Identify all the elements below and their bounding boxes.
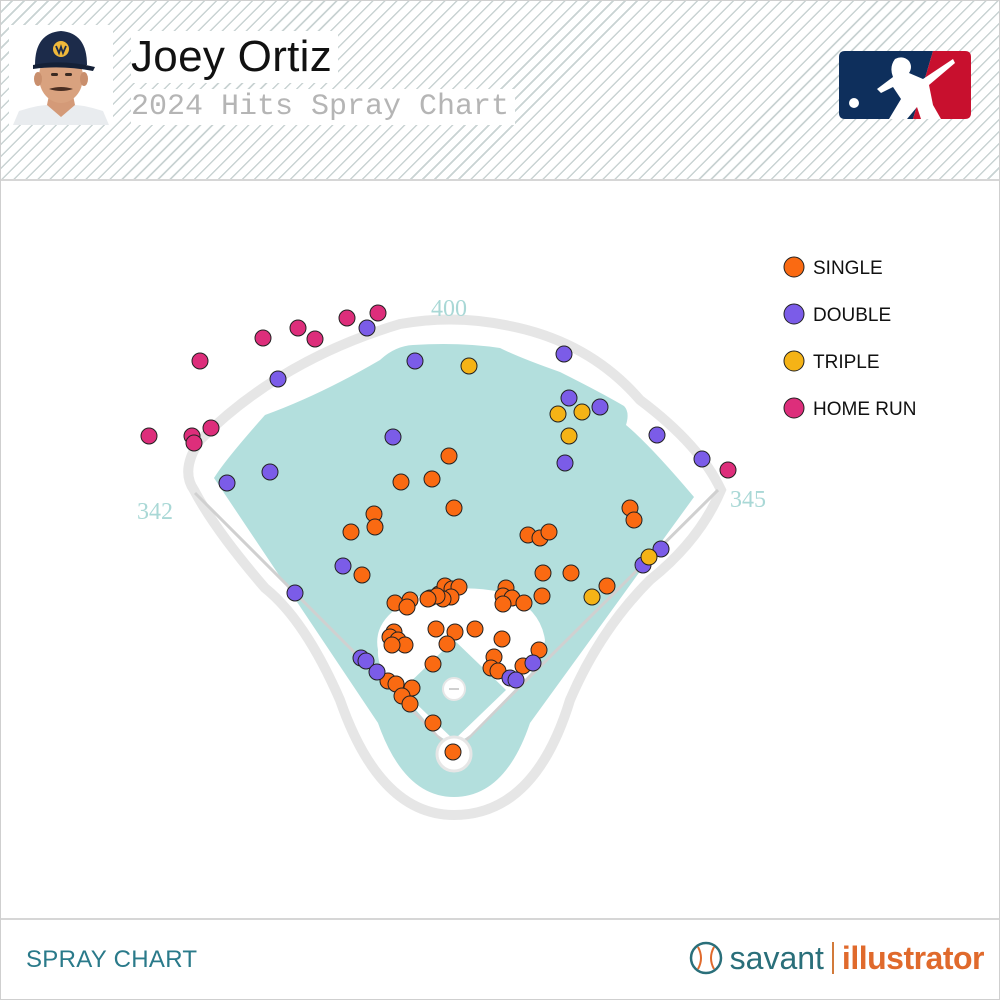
single-hit-marker bbox=[540, 523, 558, 541]
home-run-hit-marker bbox=[202, 419, 220, 437]
single-hit-marker bbox=[515, 594, 533, 612]
double-hit-marker bbox=[368, 663, 386, 681]
single-hit-marker bbox=[419, 590, 437, 608]
double-hit-marker bbox=[555, 345, 573, 363]
home-run-hit-marker bbox=[254, 329, 272, 347]
double-hit-marker bbox=[406, 352, 424, 370]
double-hit-marker bbox=[507, 671, 525, 689]
home-run-hit-marker bbox=[306, 330, 324, 348]
single-hit-marker bbox=[493, 630, 511, 648]
single-hit-marker bbox=[353, 566, 371, 584]
distance-right-label: 345 bbox=[730, 487, 766, 513]
triple-hit-marker bbox=[640, 548, 658, 566]
single-hit-marker bbox=[445, 499, 463, 517]
single-hit-marker bbox=[423, 470, 441, 488]
triple-hit-marker bbox=[583, 588, 601, 606]
single-hit-marker bbox=[562, 564, 580, 582]
legend-double-label: DOUBLE bbox=[813, 305, 891, 326]
brand-separator bbox=[831, 942, 834, 974]
triple-hit-marker bbox=[549, 405, 567, 423]
single-hit-marker bbox=[444, 743, 462, 761]
legend-triple-label: TRIPLE bbox=[813, 352, 880, 373]
header-banner: Joey Ortiz 2024 Hits Spray Chart bbox=[1, 1, 999, 181]
mlb-logo-icon bbox=[839, 51, 971, 119]
single-hit-marker bbox=[401, 695, 419, 713]
single-hit-marker bbox=[424, 714, 442, 732]
legend-home-run-label: HOME RUN bbox=[813, 399, 916, 420]
double-hit-marker bbox=[384, 428, 402, 446]
player-headshot-icon bbox=[9, 25, 113, 125]
single-hit-marker bbox=[438, 635, 456, 653]
single-hit-marker bbox=[598, 577, 616, 595]
home-run-hit-marker bbox=[289, 319, 307, 337]
brand-illustrator-text: illustrator bbox=[841, 939, 985, 976]
single-hit-marker bbox=[446, 623, 464, 641]
double-hit-marker bbox=[286, 584, 304, 602]
pitchers-rubber bbox=[449, 688, 459, 690]
home-run-hit-marker bbox=[719, 461, 737, 479]
double-hit-marker bbox=[556, 454, 574, 472]
legend-double-marker bbox=[783, 303, 805, 325]
footer-divider bbox=[1, 918, 999, 920]
single-hit-marker bbox=[534, 564, 552, 582]
legend-home-run-marker bbox=[783, 397, 805, 419]
baseball-icon bbox=[689, 941, 722, 975]
distance-center-label: 400 bbox=[431, 296, 467, 322]
single-hit-marker bbox=[392, 473, 410, 491]
double-hit-marker bbox=[218, 474, 236, 492]
single-hit-marker bbox=[366, 518, 384, 536]
home-run-hit-marker bbox=[140, 427, 158, 445]
single-hit-marker bbox=[398, 598, 416, 616]
triple-hit-marker bbox=[560, 427, 578, 445]
single-hit-marker bbox=[440, 447, 458, 465]
legend-single-marker bbox=[783, 256, 805, 278]
home-run-hit-marker bbox=[338, 309, 356, 327]
page-title: Joey Ortiz bbox=[131, 31, 339, 83]
single-hit-marker bbox=[625, 511, 643, 529]
double-hit-marker bbox=[693, 450, 711, 468]
distance-left-label: 342 bbox=[137, 499, 173, 525]
page-subtitle: 2024 Hits Spray Chart bbox=[131, 89, 516, 125]
double-hit-marker bbox=[334, 557, 352, 575]
single-hit-marker bbox=[424, 655, 442, 673]
double-hit-marker bbox=[652, 540, 670, 558]
single-hit-marker bbox=[427, 620, 445, 638]
double-hit-marker bbox=[524, 654, 542, 672]
footer-chart-type-label: SPRAY CHART bbox=[26, 946, 198, 973]
savant-illustrator-brand: savant illustrator bbox=[688, 938, 985, 978]
single-hit-marker bbox=[494, 595, 512, 613]
double-hit-marker bbox=[648, 426, 666, 444]
legend: SINGLE DOUBLE TRIPLE HOME RUN bbox=[783, 256, 916, 420]
triple-hit-marker bbox=[460, 357, 478, 375]
avatar bbox=[9, 25, 113, 125]
hit-markers bbox=[140, 304, 737, 761]
legend-single-label: SINGLE bbox=[813, 258, 883, 279]
double-hit-marker bbox=[269, 370, 287, 388]
home-run-hit-marker bbox=[369, 304, 387, 322]
triple-hit-marker bbox=[573, 403, 591, 421]
double-hit-marker bbox=[560, 389, 578, 407]
single-hit-marker bbox=[533, 587, 551, 605]
double-hit-marker bbox=[357, 652, 375, 670]
double-hit-marker bbox=[358, 319, 376, 337]
right-foul-line bbox=[452, 488, 720, 754]
single-hit-marker bbox=[342, 523, 360, 541]
single-hit-marker bbox=[383, 636, 401, 654]
single-hit-marker bbox=[466, 620, 484, 638]
outfield-grass bbox=[214, 344, 694, 797]
double-hit-marker bbox=[591, 398, 609, 416]
home-run-hit-marker bbox=[191, 352, 209, 370]
home-run-hit-marker bbox=[185, 434, 203, 452]
double-hit-marker bbox=[261, 463, 279, 481]
brand-savant-text: savant bbox=[729, 939, 824, 976]
legend-triple-marker bbox=[783, 350, 805, 372]
